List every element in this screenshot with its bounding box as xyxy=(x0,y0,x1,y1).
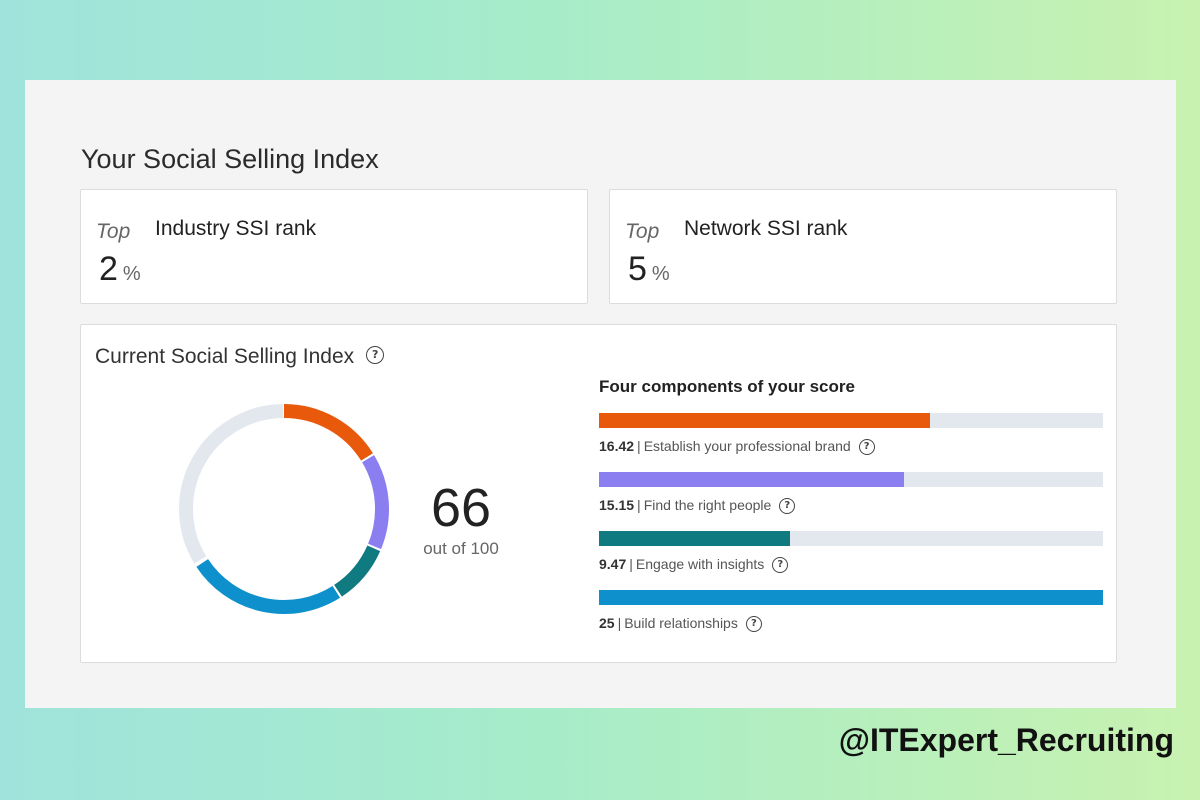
network-rank-card: Top 5% Network SSI rank xyxy=(609,189,1117,304)
ssi-score-subtitle: out of 100 xyxy=(423,539,499,558)
component-value: 16.42 xyxy=(599,438,635,454)
component-bar-fill-insights xyxy=(599,531,790,546)
component-bar-fill-people xyxy=(599,472,905,487)
question-circle-icon[interactable]: ? xyxy=(745,616,762,633)
current-ssi-card: Current Social Selling Index? 66 out of … xyxy=(80,324,1117,663)
ssi-score: 66 xyxy=(430,478,492,538)
page-title: Your Social Selling Index xyxy=(81,144,379,174)
component-bar-track xyxy=(599,472,1103,487)
industry-rank-value: 2% xyxy=(99,250,141,288)
network-rank-unit: % xyxy=(651,263,670,285)
component-separator: | xyxy=(637,497,641,513)
component-separator: | xyxy=(629,556,633,572)
component-label: Build relationships xyxy=(624,615,738,631)
ssi-panel: Your Social Selling Index Top 2% Industr… xyxy=(25,80,1176,708)
question-circle-icon[interactable]: ? xyxy=(858,439,875,456)
component-bar-track xyxy=(599,413,1103,428)
network-rank-value: 5% xyxy=(628,250,670,288)
component-label: Engage with insights xyxy=(635,556,765,572)
component-caption: 16.42 | Establish your professional brand? xyxy=(599,438,1103,456)
current-ssi-title: Current Social Selling Index? xyxy=(95,345,385,369)
question-circle-icon[interactable]: ? xyxy=(772,557,789,574)
component-value: 15.15 xyxy=(599,497,635,513)
network-rank-label: Network SSI rank xyxy=(684,217,848,240)
industry-rank-card: Top 2% Industry SSI rank xyxy=(80,189,588,304)
component-bar-fill-brand xyxy=(599,413,931,428)
donut-segment-2 xyxy=(333,545,381,597)
donut-segment-1 xyxy=(362,455,389,550)
component-separator: | xyxy=(637,438,641,454)
component-bar-track xyxy=(599,531,1103,546)
donut-track xyxy=(179,404,284,564)
component-bar-track xyxy=(599,590,1103,605)
component-separator: | xyxy=(617,615,622,631)
component-brand: 16.42 | Establish your professional brand? xyxy=(599,413,1103,456)
component-value: 25 xyxy=(599,615,615,631)
question-circle-icon[interactable]: ? xyxy=(779,498,796,515)
component-caption: 9.47 | Engage with insights? xyxy=(599,556,1103,574)
industry-rank-unit: % xyxy=(122,263,141,285)
component-caption: 25 | Build relationships? xyxy=(599,615,1103,633)
question-circle-icon[interactable]: ? xyxy=(366,346,385,365)
industry-rank-label: Industry SSI rank xyxy=(155,217,317,240)
component-people: 15.15 | Find the right people? xyxy=(599,472,1103,515)
component-insights: 9.47 | Engage with insights? xyxy=(599,531,1103,574)
component-caption: 15.15 | Find the right people? xyxy=(599,497,1103,515)
component-label: Establish your professional brand xyxy=(643,438,851,454)
component-relationships: 25 | Build relationships? xyxy=(599,590,1103,633)
ssi-donut-chart xyxy=(179,404,389,614)
donut-segment-0 xyxy=(283,404,373,461)
donut-segment-3 xyxy=(196,559,341,614)
industry-rank-top-label: Top xyxy=(96,220,131,243)
component-label: Find the right people xyxy=(643,497,772,513)
component-value: 9.47 xyxy=(599,556,627,572)
component-bar-fill-relationships xyxy=(599,590,1103,605)
components-title: Four components of your score xyxy=(599,377,855,396)
watermark-handle: @ITExpert_Recruiting xyxy=(838,722,1174,758)
network-rank-top-label: Top xyxy=(625,220,660,243)
